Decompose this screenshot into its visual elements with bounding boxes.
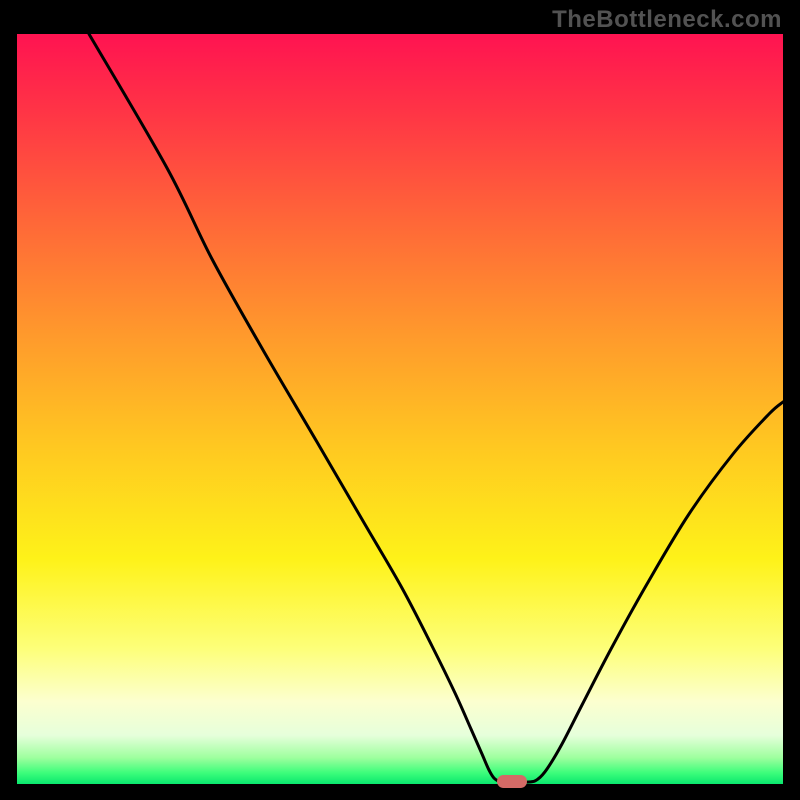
plot-area <box>17 34 783 784</box>
chart-frame: TheBottleneck.com <box>0 0 800 800</box>
plot-svg <box>17 34 783 784</box>
minimum-marker <box>497 775 527 788</box>
gradient-background <box>17 34 783 784</box>
watermark-text: TheBottleneck.com <box>552 6 782 34</box>
